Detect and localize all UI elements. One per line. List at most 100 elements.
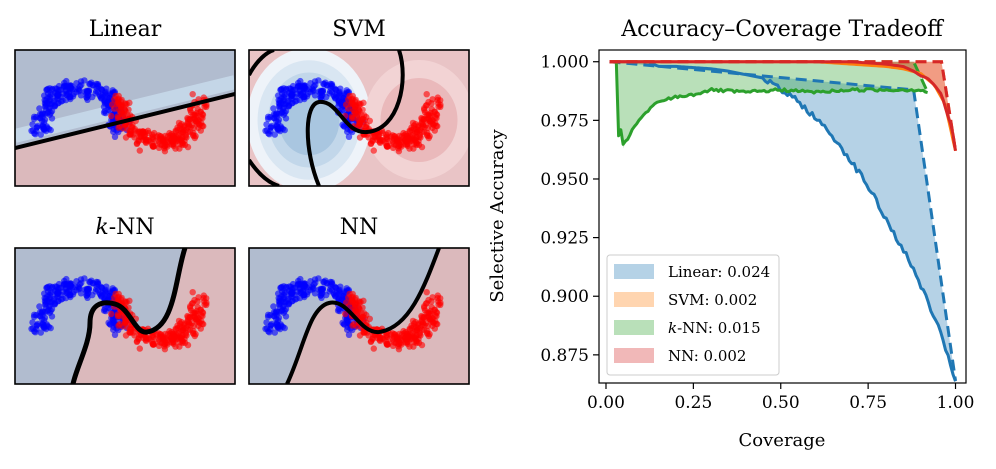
point-class-b (410, 145, 417, 152)
point-class-b (397, 339, 405, 347)
point-class-a (282, 91, 289, 98)
point-class-b (412, 129, 420, 136)
point-class-a (274, 125, 282, 132)
point-class-b (178, 129, 186, 136)
point-class-b (157, 331, 164, 338)
point-class-a (326, 288, 333, 295)
point-class-b (386, 137, 394, 145)
point-class-a (99, 290, 106, 297)
legend-label-svm: SVM: 0.002 (668, 291, 757, 309)
panel-title-knn: k-NN (95, 215, 154, 240)
point-class-a (276, 106, 284, 113)
point-class-a (265, 113, 272, 120)
point-class-a (326, 90, 333, 97)
point-class-b (415, 141, 423, 148)
point-class-a (41, 92, 48, 99)
point-class-b (193, 316, 200, 323)
point-class-a (320, 80, 327, 87)
chart-title: Accuracy–Coverage Tradeoff (620, 17, 944, 42)
point-class-a (42, 304, 50, 311)
point-class-b (352, 103, 359, 110)
point-class-b (437, 295, 444, 302)
point-class-b (421, 106, 428, 114)
region-b (73, 248, 235, 384)
legend-label-knn-k: k (668, 319, 677, 337)
point-class-a (97, 85, 105, 93)
point-class-a (345, 133, 353, 140)
point-class-a (83, 94, 90, 101)
point-class-b (129, 124, 136, 131)
point-class-b (139, 128, 147, 135)
point-class-b (359, 106, 366, 113)
point-class-b (173, 136, 181, 143)
point-class-a (338, 101, 345, 108)
area-svm (609, 61, 956, 151)
point-class-a (110, 128, 117, 135)
point-class-a (263, 121, 270, 128)
point-class-b (400, 333, 407, 340)
point-class-a (78, 279, 85, 287)
point-class-a (270, 312, 278, 320)
panel-frame-svm (248, 49, 470, 187)
panel-title-knn-k: k (95, 215, 108, 240)
panel-knn (15, 248, 235, 384)
point-class-b (163, 141, 171, 149)
point-class-b (203, 301, 210, 308)
point-class-a (83, 292, 90, 299)
x-axis-label: Coverage (739, 430, 826, 451)
x-tick-label: 0.25 (674, 393, 712, 413)
point-class-a (333, 92, 340, 99)
point-class-a (271, 131, 278, 138)
point-class-a (345, 331, 353, 338)
point-class-b (407, 334, 415, 341)
point-class-a (43, 284, 50, 292)
point-class-a (110, 326, 117, 333)
point-class-b (142, 334, 149, 341)
point-class-b (173, 334, 181, 341)
point-class-a (312, 279, 319, 287)
point-class-b (176, 343, 183, 350)
point-class-b (352, 301, 359, 308)
decision-boundary (305, 50, 405, 186)
panel-title-nn: NN (340, 215, 379, 240)
point-class-a (270, 303, 277, 310)
panel-title-knn-suffix: -NN (109, 215, 155, 240)
point-class-b (192, 132, 199, 140)
point-class-a (106, 321, 114, 328)
panel-nn (249, 248, 469, 384)
point-class-b (427, 316, 434, 323)
legend-label-knn: k-NN: 0.015 (668, 319, 761, 337)
point-class-a (104, 101, 112, 108)
point-class-b (203, 295, 210, 302)
point-class-b (361, 116, 368, 124)
point-class-b (192, 330, 199, 338)
point-class-b (356, 122, 363, 129)
point-class-a (86, 80, 93, 87)
point-class-b (418, 326, 426, 333)
point-class-b (383, 340, 391, 348)
point-class-a (289, 289, 296, 296)
point-class-b (369, 335, 376, 342)
point-class-b (386, 335, 394, 343)
point-class-a (48, 91, 55, 98)
point-class-a (37, 131, 44, 138)
point-class-b (122, 134, 130, 141)
point-class-a (276, 304, 284, 311)
point-class-b (145, 129, 152, 137)
panel-frame-linear (14, 49, 236, 187)
point-class-b (157, 133, 164, 140)
point-class-b (429, 294, 436, 301)
point-class-b (437, 97, 444, 104)
point-class-b (175, 317, 183, 325)
point-class-b (426, 132, 433, 140)
decision-boundary (15, 92, 235, 150)
legend-label-linear: Linear: 0.024 (668, 263, 770, 281)
point-class-a (36, 303, 43, 310)
point-class-b (432, 312, 439, 319)
point-class-a (77, 290, 85, 297)
point-class-b (423, 289, 430, 296)
point-class-a (92, 90, 99, 97)
point-class-a (36, 114, 44, 122)
svm-boundary-corner (249, 158, 280, 186)
point-class-a (340, 123, 348, 130)
